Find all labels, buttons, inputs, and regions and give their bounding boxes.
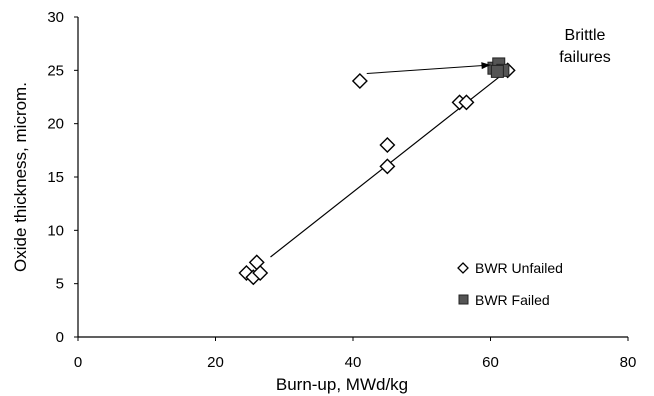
x-tick-label: 80 xyxy=(620,354,637,371)
y-tick-label: 5 xyxy=(56,276,64,293)
y-axis-ticks: 0 5 10 15 20 25 30 xyxy=(47,9,78,346)
data-point-unfailed xyxy=(252,265,269,281)
legend: BWR Unfailed BWR Failed xyxy=(457,260,563,308)
y-tick-label: 10 xyxy=(47,222,64,239)
x-axis-ticks: 0 20 40 60 80 xyxy=(74,337,637,371)
annotation-arrow-head xyxy=(481,62,491,70)
x-axis-label: Burn-up, MWd/kg xyxy=(276,375,408,394)
annotation-arrow-line xyxy=(366,64,491,75)
y-tick-label: 20 xyxy=(47,116,64,133)
legend-label-unfailed: BWR Unfailed xyxy=(475,260,563,276)
brittle-failures-annotation: Brittle failures xyxy=(366,27,611,75)
plot-area: 0 20 40 60 80 0 5 10 15 20 25 30 Brittle failures xyxy=(47,9,636,371)
data-points xyxy=(238,57,516,286)
legend-item-unfailed: BWR Unfailed xyxy=(457,260,563,276)
y-tick-label: 30 xyxy=(47,9,64,26)
y-axis-label: Oxide thickness, microm. xyxy=(11,82,30,272)
data-point-unfailed xyxy=(379,158,396,175)
x-tick-label: 0 xyxy=(74,354,82,371)
y-tick-label: 25 xyxy=(47,62,64,79)
legend-square-marker xyxy=(458,294,469,305)
data-point-unfailed xyxy=(458,94,475,111)
annotation-text-line: Brittle xyxy=(565,27,606,44)
y-tick-label: 15 xyxy=(47,169,64,186)
x-tick-label: 20 xyxy=(207,354,224,371)
legend-diamond-marker xyxy=(457,262,469,274)
x-tick-label: 40 xyxy=(345,354,362,371)
annotation-text-line: failures xyxy=(559,49,611,66)
x-tick-label: 60 xyxy=(482,354,499,371)
legend-label-failed: BWR Failed xyxy=(475,292,550,308)
data-point-unfailed xyxy=(379,137,396,153)
legend-item-failed: BWR Failed xyxy=(458,292,550,308)
y-tick-label: 0 xyxy=(56,329,64,346)
data-point-failed xyxy=(490,64,504,78)
data-point-unfailed xyxy=(351,73,368,89)
